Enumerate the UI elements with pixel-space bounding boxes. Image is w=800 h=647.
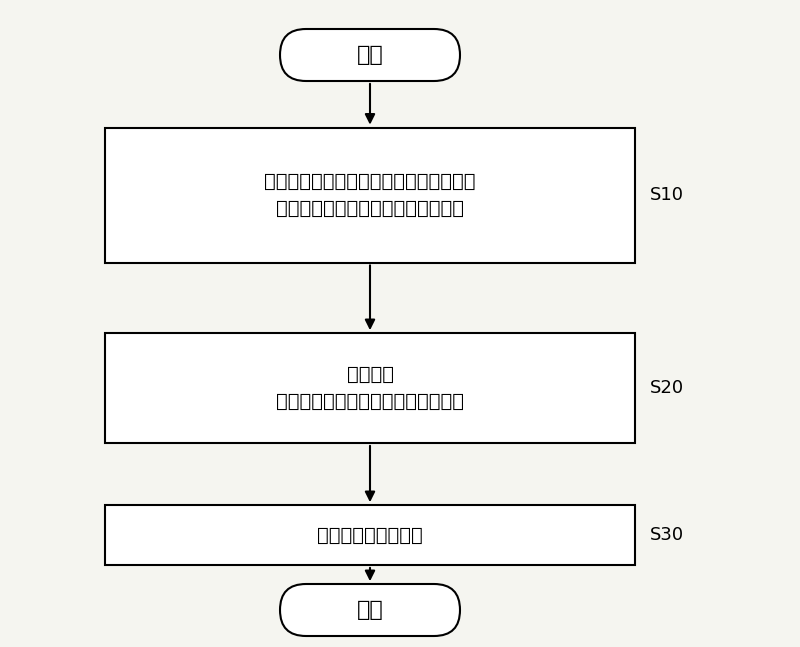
FancyBboxPatch shape	[105, 127, 635, 263]
Text: 开始: 开始	[357, 45, 383, 65]
Text: 结束: 结束	[357, 600, 383, 620]
Text: 显示存储的电能参数: 显示存储的电能参数	[317, 525, 423, 545]
Text: S10: S10	[650, 186, 684, 204]
FancyBboxPatch shape	[280, 29, 460, 81]
FancyBboxPatch shape	[105, 333, 635, 443]
Text: S20: S20	[650, 379, 684, 397]
Text: S30: S30	[650, 526, 684, 544]
FancyBboxPatch shape	[280, 584, 460, 636]
Text: 根据所述
小幅值信号计算得到电能参数并存储: 根据所述 小幅值信号计算得到电能参数并存储	[276, 366, 464, 411]
FancyBboxPatch shape	[105, 505, 635, 565]
Text: 对电压和电流进行采样，获取电压信号和
电流信号，转化成小幅值信号并传输: 对电压和电流进行采样，获取电压信号和 电流信号，转化成小幅值信号并传输	[264, 172, 476, 218]
